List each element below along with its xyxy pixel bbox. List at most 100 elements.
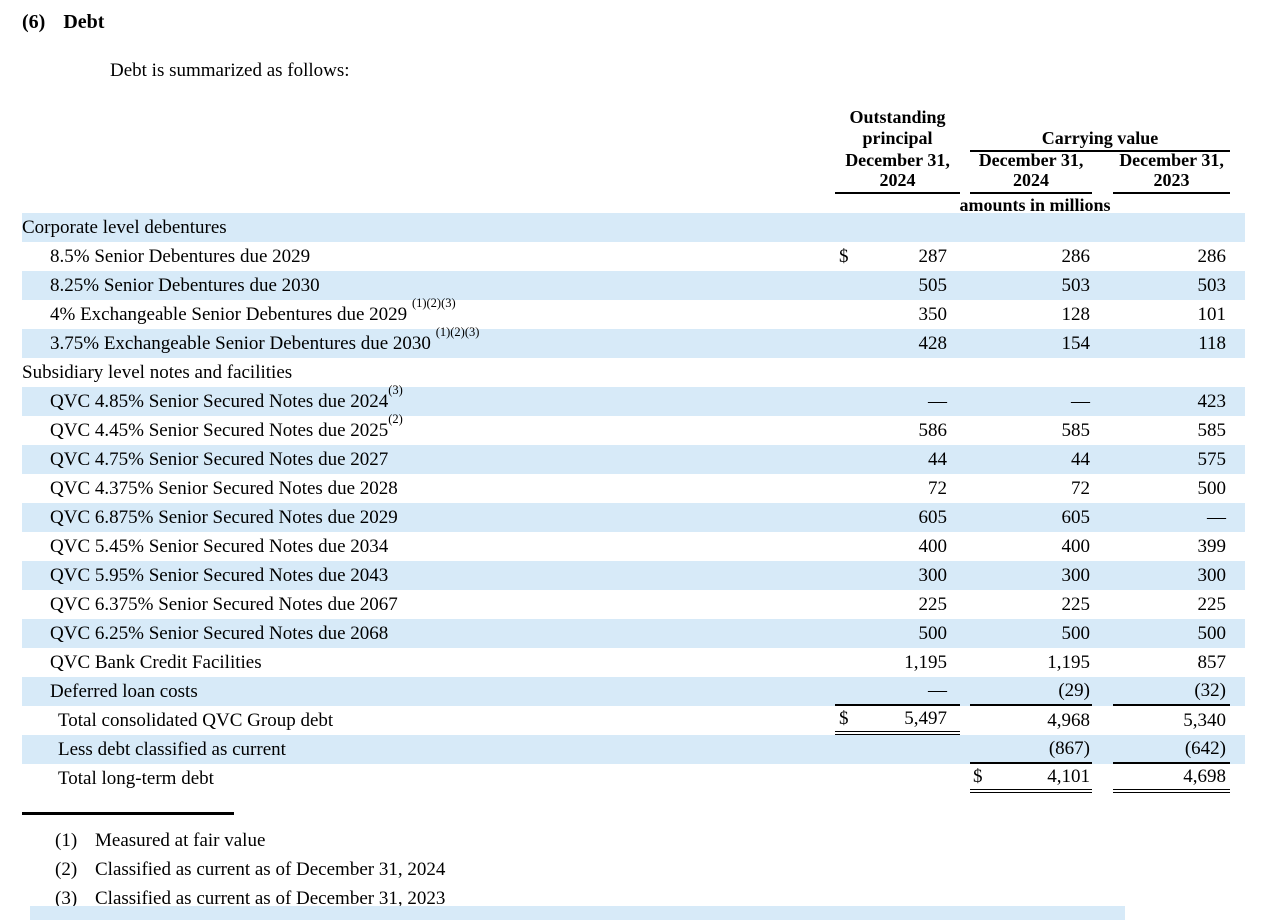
row-label: QVC 6.875% Senior Secured Notes due 2029	[50, 507, 398, 528]
cell-value: 1,195	[904, 651, 947, 673]
cell-value: 4,968	[1047, 709, 1090, 731]
cell-carrying-value-2024: 585	[970, 416, 1092, 445]
cell-value: 225	[918, 593, 948, 615]
table-row: QVC 4.375% Senior Secured Notes due 2028…	[22, 474, 1245, 503]
cell-carrying-value-2024: $4,101	[970, 764, 1092, 793]
row-end-spacer	[1230, 590, 1245, 619]
row-label: QVC 6.25% Senior Secured Notes due 2068	[50, 623, 389, 644]
cell-value: 286	[1061, 245, 1091, 267]
row-label: Total long-term debt	[58, 768, 214, 789]
footnote-text: Classified as current as of December 31,…	[95, 859, 446, 880]
column-spacer	[1092, 387, 1113, 416]
footnote-ref: (3)	[388, 382, 403, 397]
row-label: Total consolidated QVC Group debt	[58, 710, 334, 731]
currency-symbol: $	[839, 245, 849, 267]
cell-outstanding-principal: 1,195	[835, 648, 960, 677]
column-spacer	[1092, 416, 1113, 445]
cell-value: 4,101	[1047, 765, 1090, 787]
cell-carrying-value-2024: 225	[970, 590, 1092, 619]
row-label: Less debt classified as current	[58, 739, 286, 760]
row-end-spacer	[1230, 706, 1245, 735]
column-spacer	[960, 271, 970, 300]
cell-carrying-value-2023: (32)	[1113, 677, 1230, 706]
cell-value: 500	[918, 622, 948, 644]
cell-outstanding-principal: 300	[835, 561, 960, 590]
row-label: QVC 5.95% Senior Secured Notes due 2043	[50, 565, 389, 586]
cell-carrying-value-2023: 4,698	[1113, 764, 1230, 793]
footnotes: (1) Measured at fair value (2) Classified a…	[55, 826, 445, 913]
column-spacer	[960, 648, 970, 677]
cell-value: 605	[1061, 506, 1091, 528]
row-label: 8.25% Senior Debentures due 2030	[50, 275, 320, 296]
cell-carrying-value-2023: 500	[1113, 474, 1230, 503]
cell-value: 287	[918, 245, 948, 267]
cell-outstanding-principal: 400	[835, 532, 960, 561]
header-outstanding-line1: Outstanding	[849, 107, 946, 127]
header-col1-year: 2024	[835, 171, 960, 194]
row-label: QVC Bank Credit Facilities	[50, 652, 262, 673]
row-end-spacer	[1230, 474, 1245, 503]
cell-outstanding-principal: 605	[835, 503, 960, 532]
column-spacer	[1092, 358, 1113, 387]
row-label: 8.5% Senior Debentures due 2029	[50, 246, 311, 267]
column-spacer	[1092, 735, 1113, 764]
row-label: QVC 5.45% Senior Secured Notes due 2034	[50, 536, 389, 557]
cell-carrying-value-2023: (642)	[1113, 735, 1230, 764]
column-spacer	[1092, 648, 1113, 677]
cell-value: 5,340	[1183, 709, 1226, 731]
cell-outstanding-principal: 505	[835, 271, 960, 300]
table-row: 3.75% Exchangeable Senior Debentures due…	[22, 325, 1245, 358]
header-col2-date: December 31,	[978, 150, 1084, 170]
row-end-spacer	[1230, 677, 1245, 706]
cell-carrying-value-2024: 128	[970, 300, 1092, 329]
row-end-spacer	[1230, 648, 1245, 677]
cell-value: 286	[1197, 245, 1227, 267]
section-title: Debt	[63, 11, 105, 33]
cell-outstanding-principal: $287	[835, 242, 960, 271]
cell-value: —	[1071, 390, 1090, 412]
cell-value: 575	[1197, 448, 1227, 470]
cell-value: 154	[1061, 332, 1091, 354]
cell-value: (32)	[1194, 679, 1226, 701]
column-spacer	[1092, 590, 1113, 619]
cell-value: 857	[1197, 651, 1227, 673]
cell-outstanding-principal: 350	[835, 300, 960, 329]
cell-outstanding-principal: 225	[835, 590, 960, 619]
cell-value: 399	[1197, 535, 1227, 557]
cell-carrying-value-2024: 1,195	[970, 648, 1092, 677]
cell-outstanding-principal	[835, 735, 960, 764]
cell-value: 44	[1071, 448, 1090, 470]
cell-outstanding-principal	[835, 213, 960, 242]
cell-value: 505	[918, 274, 948, 296]
cell-value: 585	[1197, 419, 1227, 441]
column-spacer	[1092, 300, 1113, 329]
cell-carrying-value-2023: 286	[1113, 242, 1230, 271]
header-col1-date: December 31,	[845, 150, 950, 170]
table-row: 8.5% Senior Debentures due 2029 $287 286 28…	[22, 242, 1245, 271]
row-end-spacer	[1230, 358, 1245, 387]
cell-value: 1,195	[1047, 651, 1090, 673]
column-spacer	[960, 213, 970, 242]
footnote-ref: (2)	[388, 411, 403, 426]
cell-outstanding-principal: 72	[835, 474, 960, 503]
footnote-marker: (3)	[55, 888, 78, 909]
column-spacer	[1092, 242, 1113, 271]
row-end-spacer	[1230, 619, 1245, 648]
cell-value: 350	[918, 303, 948, 325]
cell-value: (29)	[1058, 679, 1090, 701]
table-row: QVC 5.45% Senior Secured Notes due 2034 4…	[22, 532, 1245, 561]
footnote-ref: (1)(2)(3)	[411, 295, 456, 310]
row-end-spacer	[1230, 445, 1245, 474]
cell-value: 500	[1197, 477, 1227, 499]
row-end-spacer	[1230, 764, 1245, 793]
footnote-text: Measured at fair value	[95, 830, 266, 851]
footnote: (2) Classified as current as of December …	[55, 855, 445, 884]
cell-outstanding-principal: $5,497	[835, 706, 960, 735]
cell-value: 128	[1061, 303, 1091, 325]
cell-value: —	[928, 679, 947, 701]
column-spacer	[960, 706, 970, 735]
column-spacer	[960, 619, 970, 648]
row-end-spacer	[1230, 329, 1245, 358]
cell-value: 503	[1061, 274, 1091, 296]
